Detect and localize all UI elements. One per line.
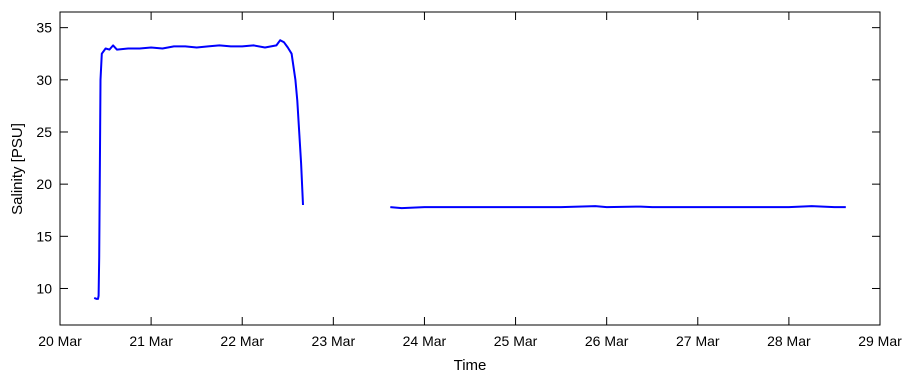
x-tick-label: 29 Mar xyxy=(858,333,902,349)
y-tick-label: 20 xyxy=(36,176,52,192)
series-line-segment-1 xyxy=(93,39,304,300)
x-tick-label: 25 Mar xyxy=(494,333,538,349)
x-axis-label: Time xyxy=(454,357,487,374)
x-tick-label: 28 Mar xyxy=(767,333,811,349)
ticks-layer: 20 Mar 21 Mar 22 Mar 23 Mar 24 Mar 25 Mar 26 M… xyxy=(36,12,902,349)
y-tick-label: 15 xyxy=(36,228,52,244)
x-tick-label: 22 Mar xyxy=(220,333,264,349)
plot-frame xyxy=(59,11,881,326)
series-line-segment-2 xyxy=(390,205,846,210)
series-layer xyxy=(93,39,846,300)
y-tick-label: 35 xyxy=(36,20,52,36)
x-tick-label: 23 Mar xyxy=(312,333,356,349)
y-tick-label: 25 xyxy=(36,124,52,140)
x-tick-label: 24 Mar xyxy=(403,333,447,349)
x-tick-label: 27 Mar xyxy=(676,333,720,349)
y-tick-label: 30 xyxy=(36,72,52,88)
x-tick-label: 21 Mar xyxy=(129,333,173,349)
y-tick-label: 10 xyxy=(36,280,52,296)
x-tick-label: 26 Mar xyxy=(585,333,629,349)
y-axis-label: Salinity [PSU] xyxy=(9,123,26,215)
x-tick-label: 20 Mar xyxy=(38,333,82,349)
